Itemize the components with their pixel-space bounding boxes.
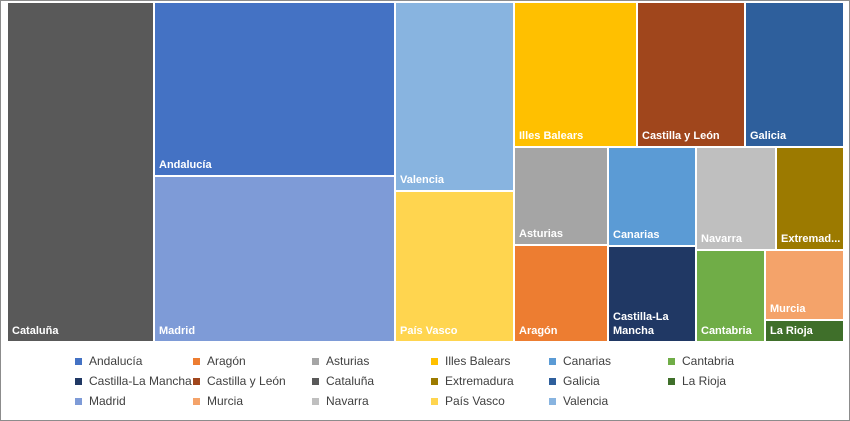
- treemap-tile-extremadura[interactable]: Extremad...: [776, 147, 844, 250]
- legend-label: Valencia: [563, 394, 609, 408]
- legend-swatch: [549, 377, 556, 385]
- treemap-tile-label: Illes Balears: [519, 130, 584, 142]
- legend-swatch: [193, 397, 200, 405]
- treemap-tile-label: País Vasco: [400, 325, 458, 337]
- legend-item-la-rioja[interactable]: La Rioja: [668, 371, 726, 391]
- legend-swatch: [431, 377, 438, 385]
- treemap-tile-label: Navarra: [701, 233, 742, 245]
- legend-swatch: [193, 357, 200, 365]
- treemap-plot-area: Cataluña Andalucía Madrid Valencia País Vasc…: [7, 2, 844, 342]
- treemap-tile-label: Castilla y León: [642, 130, 720, 142]
- treemap-tile-andalucia[interactable]: Andalucía: [154, 2, 395, 176]
- legend-item-castilla-y-leon[interactable]: Castilla y León: [193, 371, 286, 391]
- treemap-tile-label: Valencia: [400, 174, 445, 186]
- legend-swatch: [75, 377, 82, 385]
- legend-label: Castilla-La Mancha: [89, 374, 192, 388]
- treemap-tile-cataluna[interactable]: Cataluña: [7, 2, 154, 342]
- legend-swatch: [312, 377, 319, 385]
- legend-swatch: [668, 377, 675, 385]
- legend-swatch: [75, 357, 82, 365]
- treemap-tile-label: Asturias: [519, 228, 564, 240]
- legend-item-aragon[interactable]: Aragón: [193, 351, 246, 371]
- legend-label: Navarra: [326, 394, 369, 408]
- treemap-tile-galicia[interactable]: Galicia: [745, 2, 844, 147]
- treemap-tile-label: Galicia: [750, 130, 787, 142]
- treemap-tile-aragon[interactable]: Aragón: [514, 245, 608, 342]
- treemap-tile-pais-vasco[interactable]: País Vasco: [395, 191, 514, 342]
- legend-item-canarias[interactable]: Canarias: [549, 351, 611, 371]
- legend-item-valencia[interactable]: Valencia: [549, 391, 608, 411]
- legend-label: Asturias: [326, 354, 370, 368]
- legend-item-galicia[interactable]: Galicia: [549, 371, 600, 391]
- legend-label: Cantabria: [682, 354, 735, 368]
- legend-item-madrid[interactable]: Madrid: [75, 391, 126, 411]
- legend-label: Illes Balears: [445, 354, 511, 368]
- treemap-tile-label: La Rioja: [770, 325, 813, 337]
- legend-label: Aragón: [207, 354, 246, 368]
- legend-swatch: [312, 397, 319, 405]
- legend-swatch: [193, 377, 200, 385]
- legend-item-extremadura[interactable]: Extremadura: [431, 371, 514, 391]
- legend-item-cataluna[interactable]: Cataluña: [312, 371, 374, 391]
- legend-label: Murcia: [207, 394, 244, 408]
- legend-item-navarra[interactable]: Navarra: [312, 391, 369, 411]
- treemap-tile-label: Cataluña: [12, 325, 59, 337]
- treemap-tile-label: Cantabria: [701, 325, 752, 337]
- legend-label: Madrid: [89, 394, 126, 408]
- treemap-tile-label: Andalucía: [159, 159, 212, 171]
- legend-swatch: [549, 357, 556, 365]
- legend-item-castilla-la-mancha[interactable]: Castilla-La Mancha: [75, 371, 192, 391]
- treemap-tile-label: Canarias: [613, 229, 660, 241]
- treemap-tile-murcia[interactable]: Murcia: [765, 250, 844, 320]
- treemap-tile-label: Murcia: [770, 303, 806, 315]
- legend-item-pais-vasco[interactable]: País Vasco: [431, 391, 505, 411]
- legend-label: La Rioja: [682, 374, 727, 388]
- treemap-tile-label: Aragón: [519, 325, 558, 337]
- legend-label: Canarias: [563, 354, 612, 368]
- legend-swatch: [312, 357, 319, 365]
- legend-item-murcia[interactable]: Murcia: [193, 391, 243, 411]
- legend-label: País Vasco: [445, 394, 505, 408]
- legend-item-cantabria[interactable]: Cantabria: [668, 351, 734, 371]
- treemap-tile-navarra[interactable]: Navarra: [696, 147, 776, 250]
- legend-item-asturias[interactable]: Asturias: [312, 351, 369, 371]
- legend-label: Castilla y León: [207, 374, 286, 388]
- treemap-tile-label: Madrid: [159, 325, 196, 337]
- treemap-tile-cantabria[interactable]: Cantabria: [696, 250, 765, 342]
- legend-swatch: [75, 397, 82, 405]
- legend-label: Galicia: [563, 374, 600, 388]
- treemap-tile-castilla-y-leon[interactable]: Castilla y León: [637, 2, 745, 147]
- legend: Andalucía Aragón Asturias Illes Balears Cana…: [75, 351, 795, 415]
- treemap-tile-label: Castilla-La Mancha: [613, 311, 669, 337]
- treemap-tile-illes-balears[interactable]: Illes Balears: [514, 2, 637, 147]
- treemap-tile-valencia[interactable]: Valencia: [395, 2, 514, 191]
- legend-item-andalucia[interactable]: Andalucía: [75, 351, 142, 371]
- treemap-tile-label: Extremad...: [781, 233, 841, 245]
- legend-swatch: [549, 397, 556, 405]
- treemap-tile-la-rioja[interactable]: La Rioja: [765, 320, 844, 342]
- legend-label: Andalucía: [89, 354, 143, 368]
- legend-swatch: [431, 397, 438, 405]
- legend-swatch: [668, 357, 675, 365]
- treemap-tile-castilla-la-mancha[interactable]: Castilla-La Mancha: [608, 246, 696, 342]
- treemap-tile-asturias[interactable]: Asturias: [514, 147, 608, 245]
- treemap-tile-madrid[interactable]: Madrid: [154, 176, 395, 342]
- legend-item-illes-balears[interactable]: Illes Balears: [431, 351, 510, 371]
- legend-label: Cataluña: [326, 374, 375, 388]
- legend-label: Extremadura: [445, 374, 514, 388]
- treemap-tile-canarias[interactable]: Canarias: [608, 147, 696, 246]
- legend-swatch: [431, 357, 438, 365]
